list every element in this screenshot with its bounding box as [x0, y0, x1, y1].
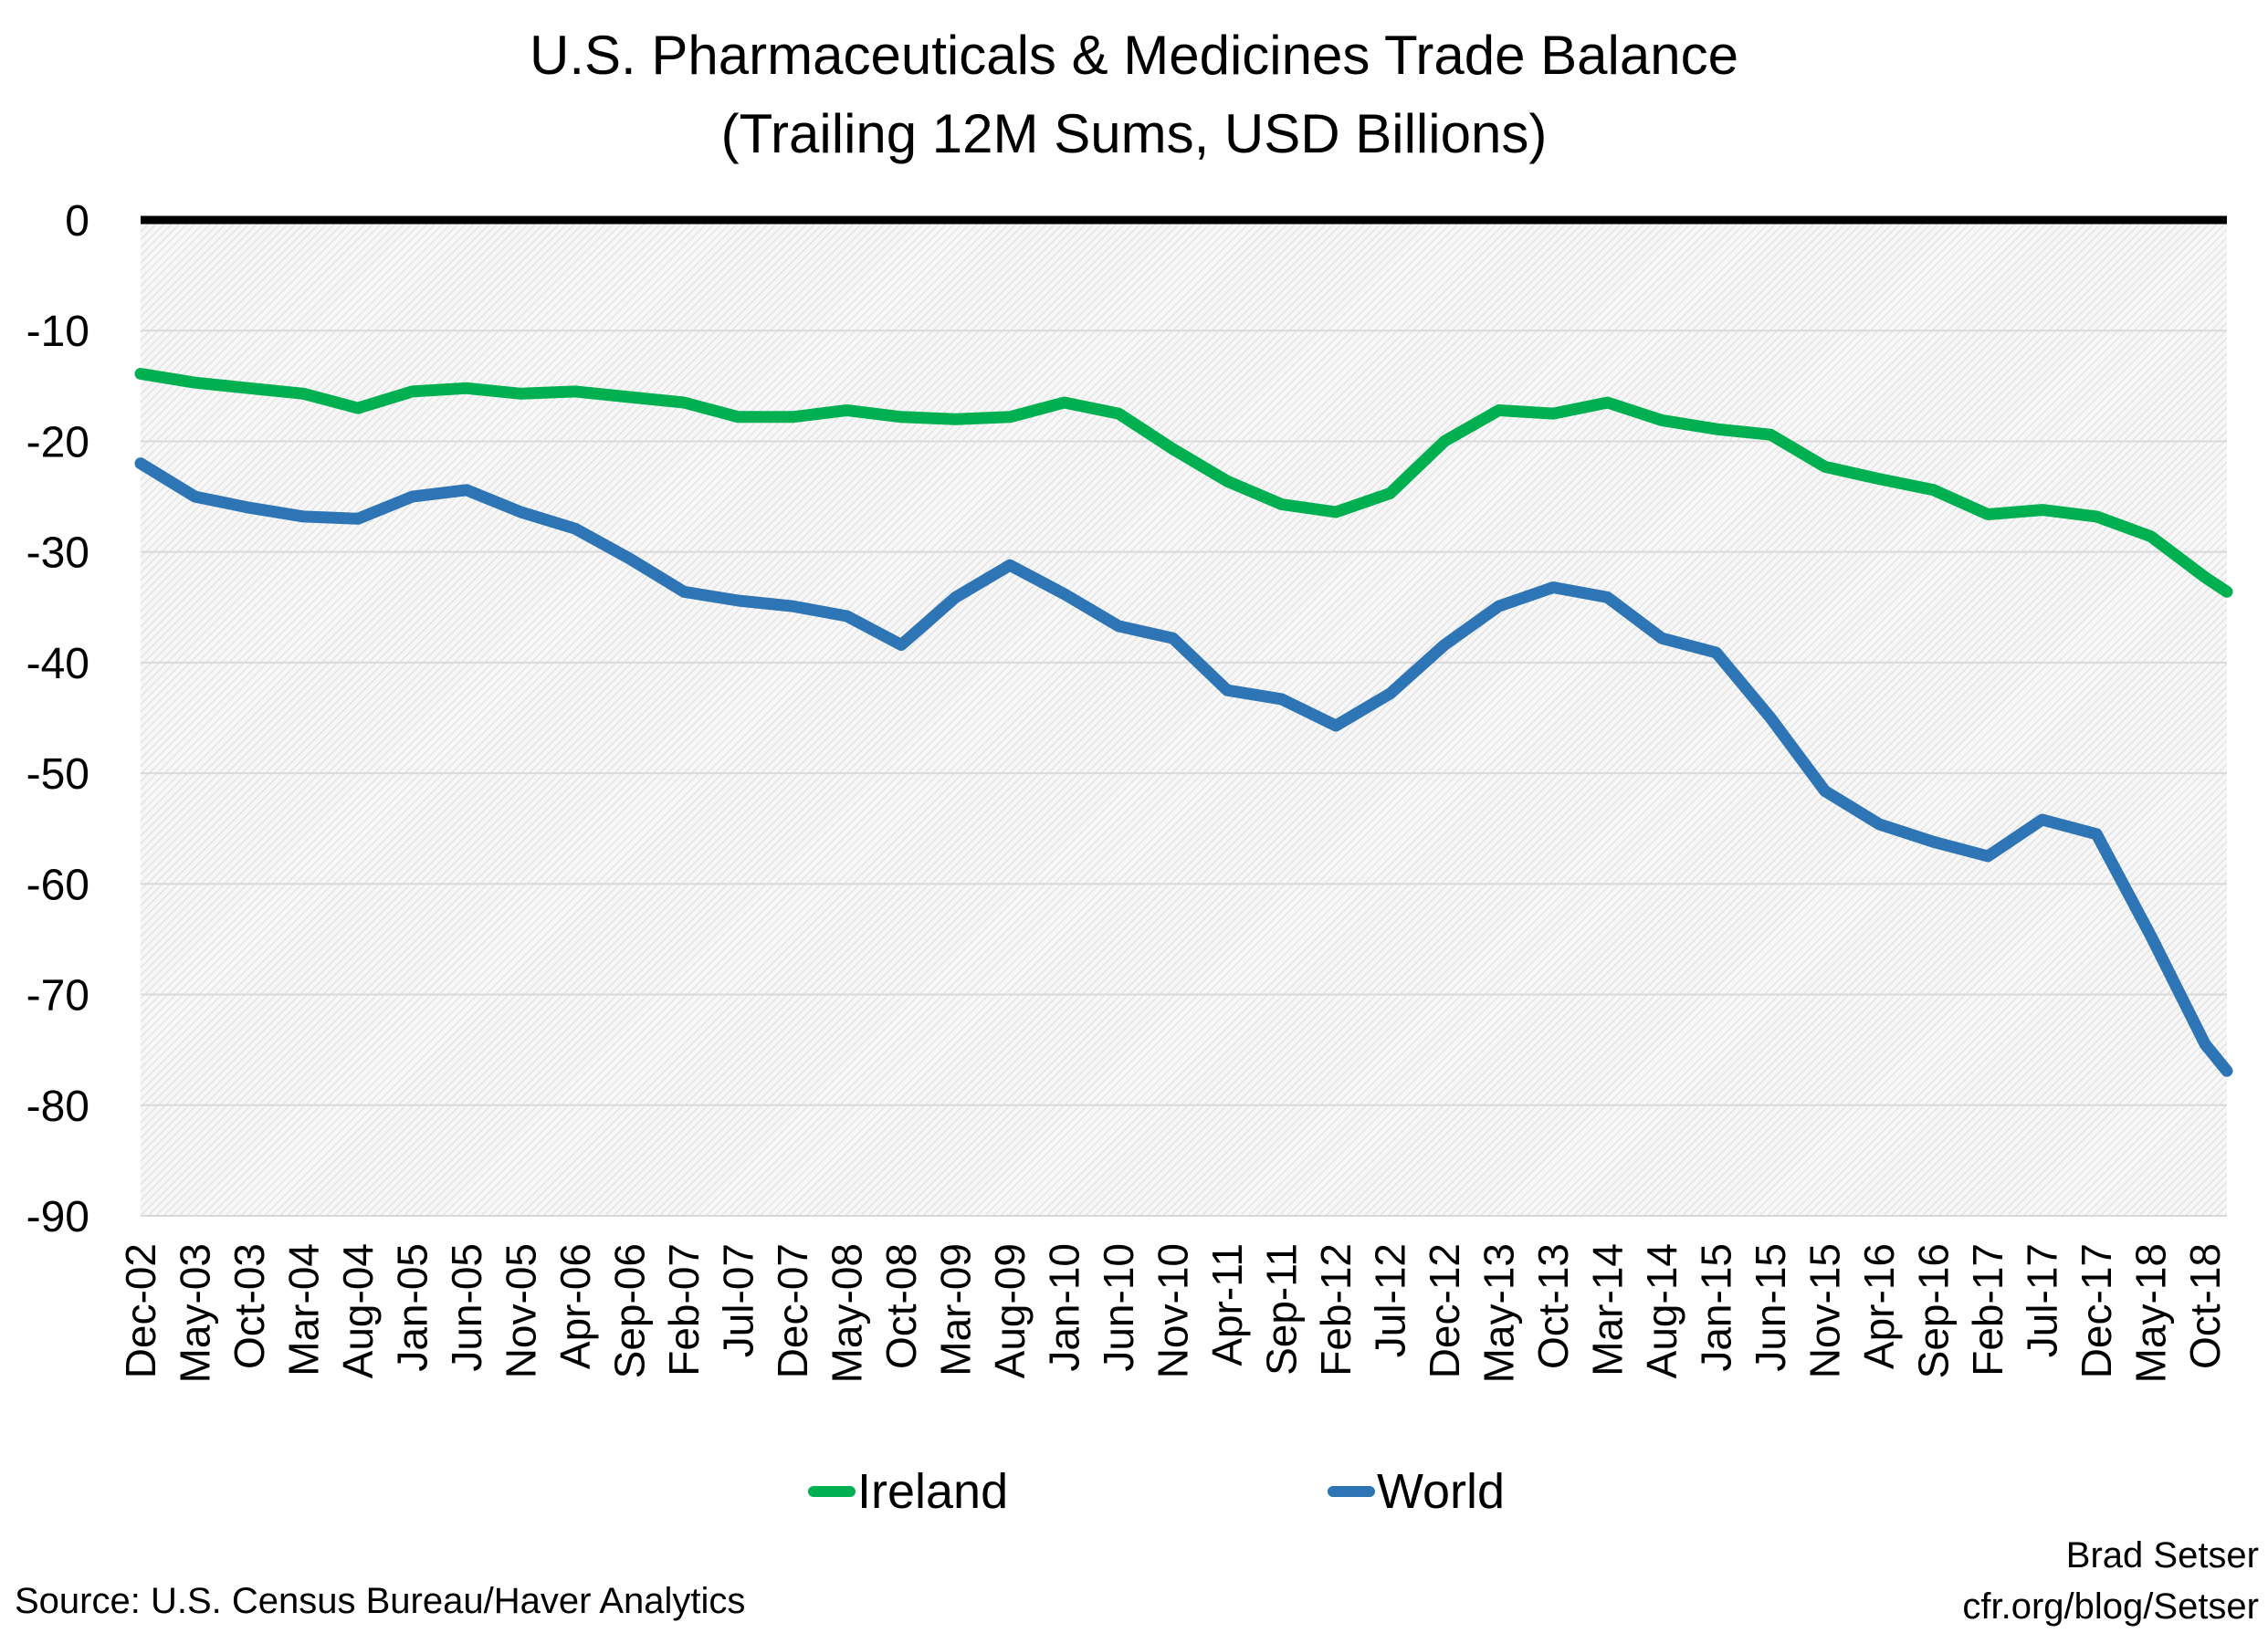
x-tick-label: Aug-04	[334, 1243, 382, 1378]
x-tick-label: Jun-05	[443, 1243, 490, 1372]
x-tick-label: Jul-07	[715, 1243, 762, 1357]
legend-item-world: World	[1328, 1464, 1505, 1519]
x-tick-label: Apr-06	[551, 1243, 599, 1369]
x-tick-label: Oct-18	[2181, 1243, 2229, 1369]
x-tick-label: Dec-17	[2073, 1243, 2120, 1378]
legend-label-world: World	[1377, 1464, 1506, 1519]
x-tick-label: Oct-13	[1529, 1243, 1577, 1369]
x-tick-label: Oct-03	[226, 1243, 273, 1369]
x-tick-label: Mar-14	[1584, 1243, 1632, 1377]
x-tick-label: Mar-04	[280, 1243, 328, 1377]
y-tick-label: -50	[26, 750, 89, 799]
x-tick-label: Sep-11	[1258, 1243, 1306, 1376]
x-tick-label: Aug-09	[986, 1243, 1034, 1378]
chart-title: U.S. Pharmaceuticals & Medicines Trade B…	[530, 25, 1738, 86]
legend-swatch-ireland	[808, 1486, 856, 1497]
credit-url: cfr.org/blog/Setser	[1962, 1586, 2259, 1627]
x-tick-label: Jul-12	[1367, 1243, 1414, 1357]
x-tick-label: Nov-15	[1801, 1243, 1849, 1378]
legend-item-ireland: Ireland	[808, 1464, 1008, 1519]
x-tick-label: Sep-16	[1910, 1243, 1958, 1378]
x-tick-label: Jun-10	[1095, 1243, 1142, 1372]
x-tick-label: Jun-15	[1747, 1243, 1794, 1372]
x-tick-label: May-08	[824, 1243, 871, 1383]
credit-author: Brad Setser	[2065, 1535, 2259, 1575]
y-tick-label: -30	[26, 529, 89, 578]
x-tick-label: Jan-10	[1041, 1243, 1088, 1372]
x-tick-label: Dec-12	[1421, 1243, 1468, 1378]
x-tick-label: Dec-02	[117, 1243, 164, 1378]
legend-label-ireland: Ireland	[857, 1464, 1009, 1519]
y-tick-label: -20	[26, 418, 89, 466]
series-line-ireland	[134, 368, 2233, 598]
y-tick-label: -40	[26, 640, 89, 688]
x-tick-label: Dec-07	[769, 1243, 816, 1378]
x-tick-label: Apr-16	[1855, 1243, 1903, 1369]
x-tick-label: Jul-17	[2019, 1243, 2066, 1357]
x-tick-label: Apr-11	[1203, 1243, 1251, 1366]
x-tick-label: Nov-10	[1150, 1243, 1197, 1378]
x-tick-label: Nov-05	[498, 1243, 545, 1378]
x-tick-label: May-03	[172, 1243, 219, 1383]
x-tick-label: Aug-14	[1638, 1243, 1685, 1378]
y-tick-label: -90	[26, 1193, 89, 1241]
x-tick-label: Feb-12	[1312, 1243, 1360, 1377]
x-tick-label: Mar-09	[932, 1243, 980, 1377]
x-tick-label: Oct-08	[877, 1243, 925, 1369]
x-tick-label: Jan-15	[1693, 1243, 1740, 1372]
y-tick-label: -80	[26, 1083, 89, 1131]
y-tick-label: -60	[26, 861, 89, 909]
x-tick-label: Sep-06	[606, 1243, 654, 1378]
chart-subtitle: (Trailing 12M Sums, USD Billions)	[720, 103, 1548, 164]
source-note: Source: U.S. Census Bureau/Haver Analyti…	[15, 1581, 746, 1621]
x-tick-label: May-13	[1475, 1243, 1523, 1383]
x-tick-label: May-18	[2127, 1243, 2175, 1383]
legend-swatch-world	[1328, 1486, 1375, 1497]
plot-area	[141, 220, 2227, 1216]
x-tick-label: Feb-07	[660, 1243, 708, 1377]
x-tick-label: Jan-05	[389, 1243, 436, 1372]
x-tick-label: Feb-17	[1964, 1243, 2011, 1377]
series-line-world	[134, 457, 2233, 1077]
y-tick-label: -70	[26, 972, 89, 1021]
y-tick-label: -10	[26, 308, 89, 356]
y-tick-label: 0	[65, 197, 89, 246]
